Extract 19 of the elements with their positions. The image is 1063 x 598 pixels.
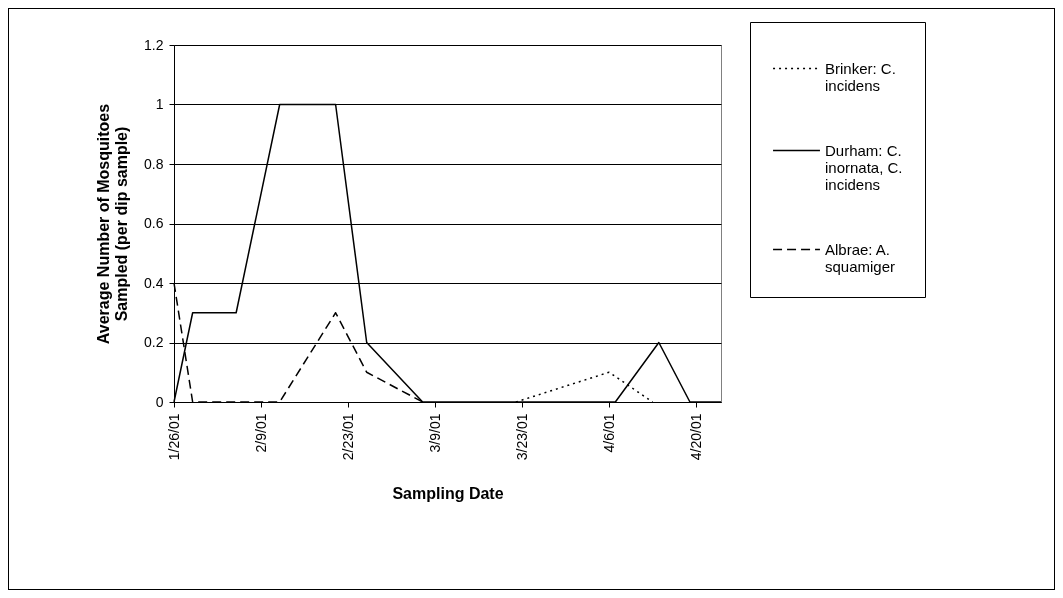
y-tick-label: 0 [155,393,164,410]
y-tick-label: 0.4 [144,274,164,291]
y-tick-label: 0.8 [144,155,164,172]
y-tick-label: 1 [155,96,164,112]
x-tick-label: 4/6/01 [600,413,617,453]
x-tick-label: 3/9/01 [426,413,443,453]
legend-label: Brinker: C. incidens [825,59,896,94]
y-tick-label: 0.6 [144,215,164,231]
y-tick-label: 0.2 [144,334,164,350]
x-tick-label: 2/23/01 [339,413,356,461]
x-tick-label: 4/20/01 [687,413,704,461]
y-tick-label: 1.2 [144,36,164,53]
x-axis-title: Sampling Date [392,485,504,503]
x-tick-label: 2/9/01 [252,413,269,453]
y-axis-title: Average Number of Mosquitoes Sampled (per dip sample) [95,103,131,345]
legend-label: Albrae: A. squamiger [825,240,896,275]
x-tick-label: 1/26/01 [165,413,182,461]
x-tick-label: 3/23/01 [513,413,530,461]
legend-label: Durham: C. inornata, C. incidens [825,141,903,193]
